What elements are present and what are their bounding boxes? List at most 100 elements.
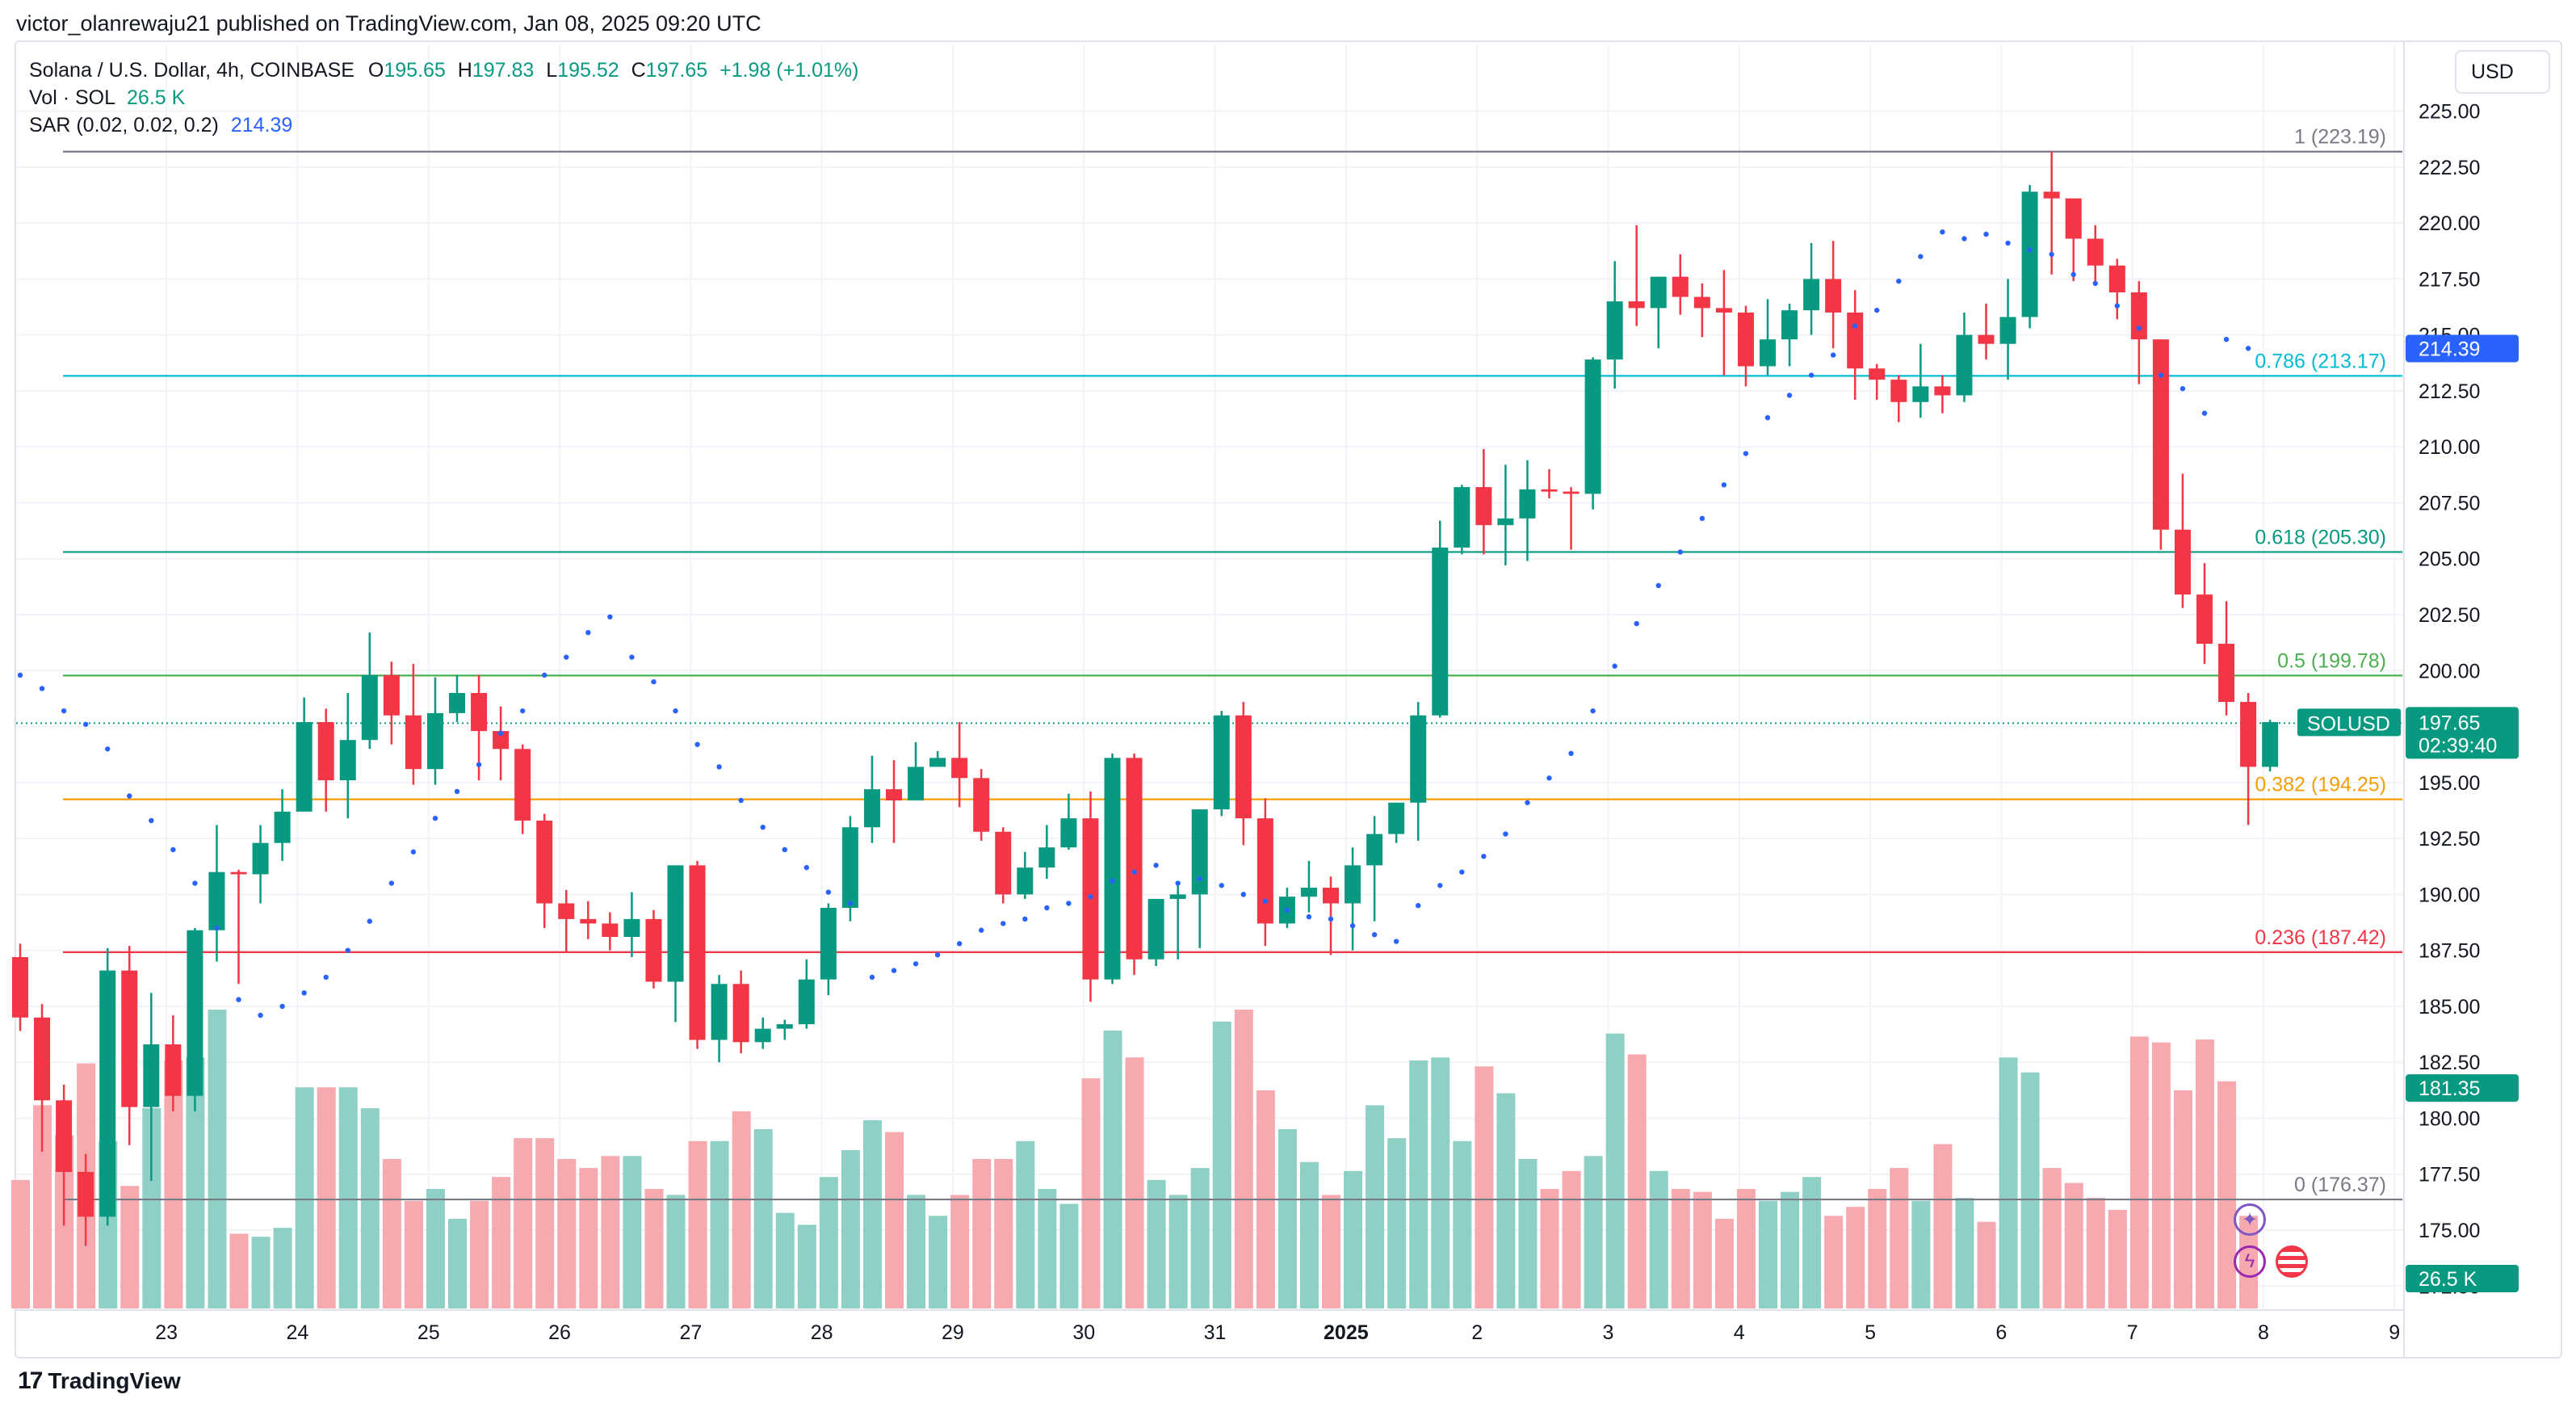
currency-button[interactable]: USD xyxy=(2455,50,2550,94)
sar-dot xyxy=(279,1003,285,1010)
publish-header: victor_olanrewaju21 published on Trading… xyxy=(16,11,761,36)
candle xyxy=(1257,798,1273,947)
sar-dot xyxy=(82,721,89,727)
candle xyxy=(863,755,880,843)
parabolic-sar xyxy=(17,229,2251,1018)
candle-body xyxy=(1410,715,1427,803)
sar-dot xyxy=(1852,323,1858,329)
chart-frame[interactable] xyxy=(15,40,2562,1359)
volume-tag-text: 26.5 K xyxy=(2419,1268,2477,1291)
volume-bar xyxy=(470,1200,489,1308)
volume-bar xyxy=(1475,1066,1494,1308)
volume-bar xyxy=(2086,1198,2105,1308)
volume-bar xyxy=(885,1132,904,1308)
candle-body xyxy=(2021,191,2038,317)
candle xyxy=(908,741,925,801)
candle-body xyxy=(1934,386,1951,396)
fibonacci-retracement: 1 (223.19) 0.786 (213.17) 0.618 (205.30) 0.… xyxy=(16,126,2402,1201)
vol-ma-tag-text: 181.35 xyxy=(2419,1077,2480,1100)
sar-dot xyxy=(1503,831,1508,837)
sparkle-icon[interactable]: ✦ xyxy=(2234,1203,2266,1236)
y-tick-label: 195.00 xyxy=(2419,772,2480,795)
candle-body xyxy=(1803,279,1820,311)
volume-bar xyxy=(208,1010,227,1308)
volume-bar xyxy=(1802,1177,1822,1308)
candle xyxy=(1432,520,1449,718)
candle-body xyxy=(841,827,858,909)
candle-body xyxy=(995,831,1012,895)
volume-bar xyxy=(251,1237,271,1308)
candle-body xyxy=(2218,644,2235,703)
symbol-title[interactable]: Solana / U.S. Dollar, 4h, COINBASE xyxy=(29,59,355,82)
candle xyxy=(78,1153,94,1246)
volume-bar xyxy=(382,1159,401,1308)
x-tick-label: 26 xyxy=(548,1321,571,1344)
volume-label[interactable]: Vol · SOL xyxy=(29,86,115,109)
volume-bar xyxy=(164,1060,183,1308)
candle-body xyxy=(121,970,138,1107)
candle xyxy=(1126,753,1143,976)
candle-body xyxy=(1213,715,1230,810)
candle xyxy=(1650,276,1667,349)
candle-body xyxy=(274,811,291,843)
volume-bar xyxy=(1190,1168,1210,1308)
sar-dot xyxy=(564,654,569,660)
open-value: 195.65 xyxy=(384,59,446,82)
lightning-icon[interactable]: ϟ xyxy=(2234,1245,2266,1278)
candle xyxy=(732,970,749,1054)
volume-bar xyxy=(1781,1191,1800,1308)
candle-body xyxy=(1825,279,1842,313)
vol-ma-tag-bg xyxy=(2406,1074,2519,1102)
tradingview-logo[interactable]: 17 TradingView xyxy=(18,1365,181,1397)
candle xyxy=(1869,363,1886,401)
volume-bar xyxy=(797,1224,816,1308)
candle-body xyxy=(754,1028,771,1043)
sar-dot xyxy=(388,880,395,886)
candle xyxy=(1541,468,1558,498)
candle xyxy=(754,1017,771,1049)
volume-bar xyxy=(492,1177,511,1308)
sar-dot xyxy=(1219,883,1224,888)
y-tick-label: 187.50 xyxy=(2419,940,2480,963)
candle-body xyxy=(514,749,531,821)
sar-dot xyxy=(2136,326,2142,331)
volume-bar xyxy=(535,1138,555,1308)
volume-bar xyxy=(360,1108,380,1308)
candle-body xyxy=(1890,380,1907,402)
sar-dot xyxy=(956,941,963,947)
sar-label[interactable]: SAR (0.02, 0.02, 0.2) xyxy=(29,114,219,136)
candle xyxy=(1737,305,1754,387)
fib-level-label: 0.5 (199.78) xyxy=(2277,649,2386,672)
candle-body xyxy=(1104,758,1121,980)
volume-bar xyxy=(448,1219,467,1308)
x-tick-label: 2025 xyxy=(1324,1321,1369,1344)
volume-bar xyxy=(1933,1144,1953,1308)
sar-row: SAR (0.02, 0.02, 0.2) 214.39 xyxy=(29,111,858,139)
candle xyxy=(99,947,116,1226)
sar-dot xyxy=(192,880,198,886)
sar-dot xyxy=(1416,903,1421,909)
candle-body xyxy=(820,908,837,980)
volume-bar xyxy=(950,1195,970,1308)
candle xyxy=(12,943,28,1031)
candle-body xyxy=(2240,702,2257,767)
sar-dot xyxy=(1262,898,1269,904)
fib-level-label: 0.786 (213.17) xyxy=(2255,350,2386,372)
candle xyxy=(1956,312,1973,402)
sar-dot xyxy=(1001,921,1006,926)
sar-dot xyxy=(1153,863,1159,868)
x-tick-label: 25 xyxy=(417,1321,440,1344)
volume-bar xyxy=(710,1140,729,1308)
candle-body xyxy=(1693,296,1710,309)
sar-dot xyxy=(432,815,438,821)
candle xyxy=(230,869,247,985)
us-flag-icon[interactable] xyxy=(2276,1245,2308,1278)
volume-bar xyxy=(1278,1129,1297,1308)
sar-dot xyxy=(2027,247,2033,253)
sar-dot xyxy=(1546,775,1552,781)
candles xyxy=(12,151,2279,1246)
volume-bar xyxy=(688,1140,707,1308)
countdown-text: 02:39:40 xyxy=(2419,734,2497,757)
candle-body xyxy=(2152,339,2169,530)
